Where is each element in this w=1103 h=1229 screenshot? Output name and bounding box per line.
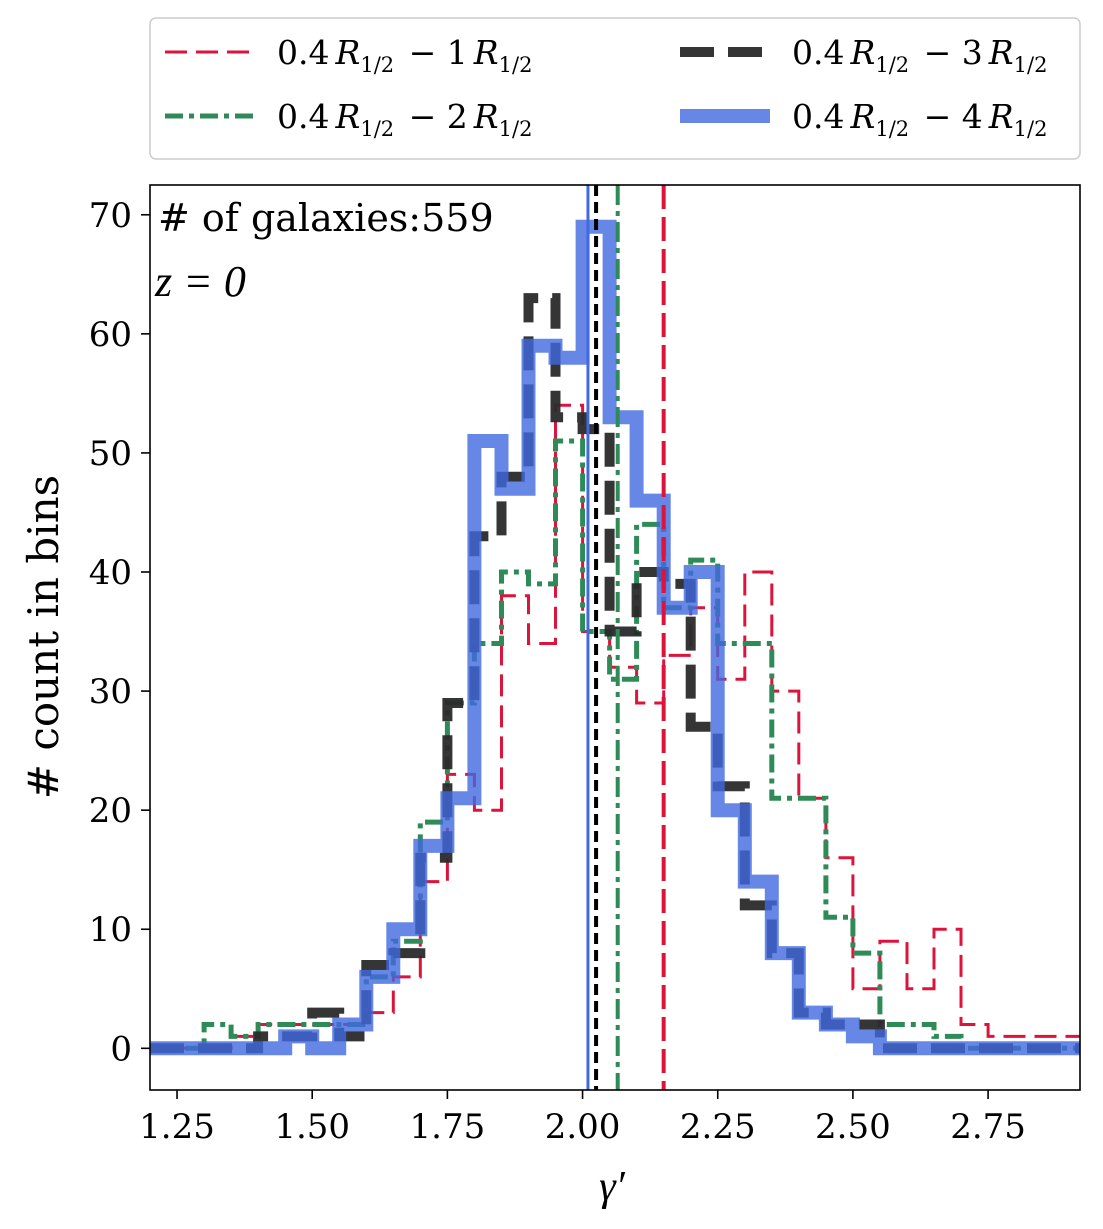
legend-box <box>149 17 1081 160</box>
x-tick-label: 2.50 <box>815 1107 891 1147</box>
plot-frame <box>149 184 1081 1091</box>
y-tick-label: 60 <box>89 315 132 355</box>
x-tick-label: 1.50 <box>274 1107 350 1147</box>
legend-label-3: 0.4 R1/2 − 3 R1/2 <box>792 33 1047 77</box>
x-axis-ticks: 1.25 1.50 1.75 2.00 2.25 2.50 2.75 <box>139 1090 1026 1147</box>
y-tick-label: 20 <box>89 791 132 831</box>
y-tick-label: 40 <box>89 553 132 593</box>
y-axis-ticks: 0 10 20 30 40 50 60 70 <box>89 196 150 1069</box>
x-tick-label: 2.25 <box>680 1107 756 1147</box>
legend-label-2: 0.4 R1/2 − 2 R1/2 <box>277 97 532 141</box>
legend-label-4: 0.4 R1/2 − 4 R1/2 <box>792 97 1047 141</box>
x-tick-label: 1.75 <box>410 1107 486 1147</box>
series-layer <box>150 219 1080 1056</box>
y-tick-label: 70 <box>89 196 132 236</box>
y-tick-label: 50 <box>89 434 132 474</box>
median-layer <box>586 185 666 1090</box>
series-line-2 <box>150 438 1080 1051</box>
y-tick-label: 0 <box>110 1029 132 1069</box>
redshift-annotation: z = 0 <box>154 257 246 306</box>
legend: 0.4 R1/2 − 1 R1/2 0.4 R1/2 − 2 R1/2 0.4 R1/2 − … <box>165 33 1047 141</box>
y-tick-label: 10 <box>89 910 132 950</box>
x-tick-label: 2.75 <box>950 1107 1026 1147</box>
galaxy-count-annotation: # of galaxies:559 <box>158 196 494 240</box>
series-line-4 <box>150 219 1080 1056</box>
x-tick-label: 2.00 <box>545 1107 621 1147</box>
x-tick-label: 1.25 <box>139 1107 215 1147</box>
legend-label-1: 0.4 R1/2 − 1 R1/2 <box>277 33 532 77</box>
y-axis-label: # count in bins <box>19 475 68 799</box>
y-tick-label: 30 <box>89 672 132 712</box>
x-axis-label: γ′ <box>599 1164 626 1210</box>
